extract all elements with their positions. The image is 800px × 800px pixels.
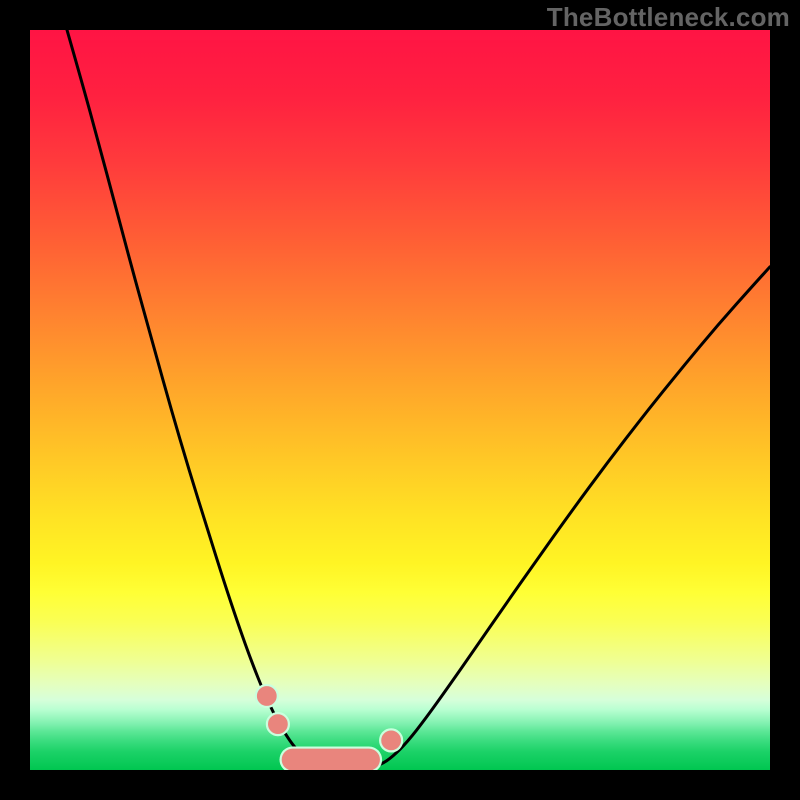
watermark-text: TheBottleneck.com <box>547 2 790 33</box>
gradient-background <box>30 30 770 770</box>
plot-svg <box>30 30 770 770</box>
chart-container: TheBottleneck.com <box>0 0 800 800</box>
marker-dot-1 <box>267 713 289 735</box>
marker-dot-right <box>380 729 402 751</box>
marker-dot-0 <box>256 685 278 707</box>
plot-area <box>30 30 770 770</box>
